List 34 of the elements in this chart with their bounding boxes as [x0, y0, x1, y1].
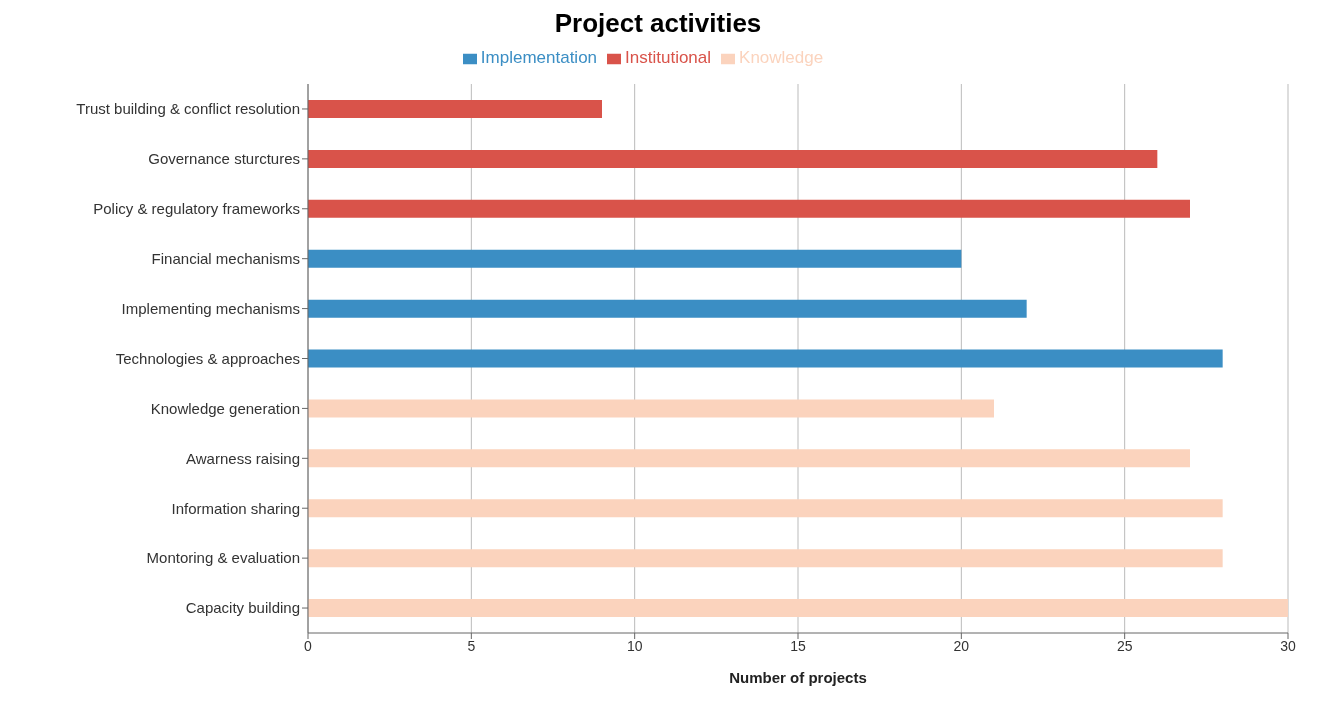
legend-label: Implementation [480, 48, 598, 67]
x-tick-label: 30 [1280, 637, 1296, 654]
x-tick-label: 10 [626, 637, 643, 654]
y-tick-label: Governance sturctures [148, 150, 300, 168]
x-tick-label: 20 [953, 637, 970, 654]
y-tick-label: Implementing mechanisms [121, 299, 300, 317]
bar [308, 549, 1223, 568]
legend-label: Institutional [625, 48, 712, 67]
y-tick-label: Knowledge generation [150, 399, 300, 417]
bar [308, 299, 1027, 318]
bar [308, 199, 1190, 218]
bar [308, 349, 1223, 368]
x-tick-label: 15 [790, 637, 806, 654]
y-tick-label: Awarness raising [186, 449, 300, 467]
bar [308, 149, 1158, 168]
x-axis-title: Number of projects [729, 669, 867, 686]
legend-label: Knowledge [739, 48, 824, 67]
bar [308, 449, 1190, 468]
x-tick-label: 25 [1116, 637, 1133, 654]
y-tick-label: Policy & regulatory frameworks [93, 200, 300, 218]
bar [308, 399, 994, 418]
bar [308, 499, 1223, 518]
y-tick-label: Capacity building [185, 599, 300, 617]
x-tick-label: 5 [467, 637, 476, 654]
y-tick-label: Montoring & evaluation [146, 549, 300, 567]
y-tick-label: Trust building & conflict resolution [76, 100, 300, 118]
y-tick-label: Technologies & approaches [115, 349, 300, 367]
y-tick-label: Information sharing [171, 499, 300, 517]
bar [308, 100, 602, 118]
x-tick-label: 0 [304, 637, 313, 654]
bar [308, 599, 1288, 618]
y-tick-label: Financial mechanisms [151, 250, 300, 268]
chart-title: Project activities [553, 8, 763, 39]
bar [308, 249, 962, 268]
